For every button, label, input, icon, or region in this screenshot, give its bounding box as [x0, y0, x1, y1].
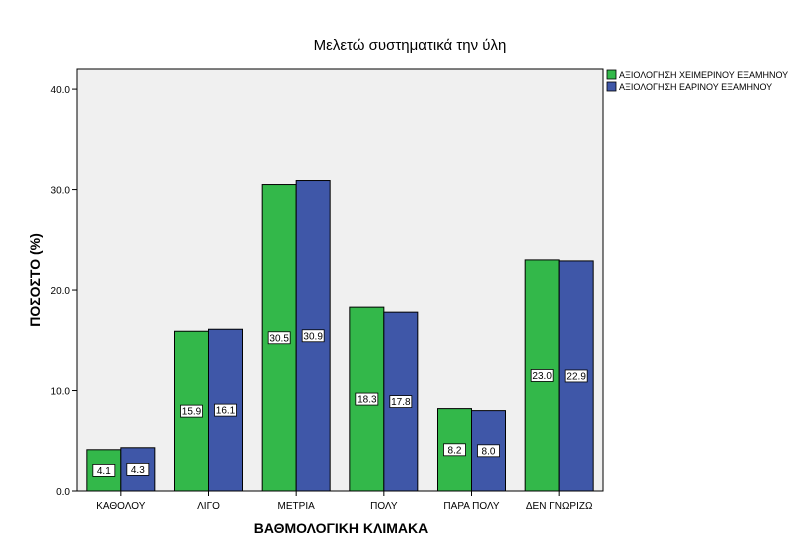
data-label: 4.3: [131, 465, 145, 476]
legend-label: ΑΞΙΟΛΟΓΗΣΗ ΧΕΙΜΕΡΙΝΟΥ ΕΞΑΜΗΝΟΥ: [619, 70, 788, 80]
y-tick-label: 10.0: [51, 387, 71, 398]
data-label: 18.3: [357, 395, 377, 406]
data-labels: 4.1 4.3 15.9 16.1 30.5 30.9 18.3 17.8 8.2 8.0 23.0…: [92, 329, 588, 477]
x-tick-label: ΛΙΓΟ: [197, 501, 220, 512]
y-tick-label: 20.0: [51, 286, 71, 297]
data-label: 8.2: [448, 445, 462, 456]
x-tick-label: ΠΑΡΑ ΠΟΛΥ: [443, 501, 499, 512]
x-tick-label: ΠΟΛΥ: [370, 501, 398, 512]
data-label: 30.9: [303, 331, 323, 342]
data-label-box: [126, 462, 150, 476]
data-label-box: [214, 403, 237, 417]
y-tick-label: 0.0: [56, 487, 70, 498]
chart-title: Μελετώ συστηματικά την ύλη: [314, 37, 507, 54]
data-label-box: [267, 331, 291, 345]
data-label: 30.5: [269, 333, 289, 344]
data-label: 22.9: [566, 371, 586, 382]
legend-swatch: [606, 69, 617, 80]
plot-area: [76, 68, 604, 492]
x-tick-label: ΚΑΘΟΛΟΥ: [96, 501, 145, 512]
data-label: 17.8: [391, 397, 411, 408]
y-tick-label: 40.0: [51, 85, 71, 96]
data-label: 16.1: [216, 406, 236, 417]
x-tick-label: ΔΕΝ ΓΝΩΡΙΖΩ: [526, 501, 593, 512]
data-label: 23.0: [532, 371, 552, 382]
legend: ΑΞΙΟΛΟΓΗΣΗ ΧΕΙΜΕΡΙΝΟΥ ΕΞΑΜΗΝΟΥ ΑΞΙΟΛΟΓΗΣΗ…: [606, 69, 788, 92]
data-label-box: [443, 443, 466, 457]
x-axis-title: ΒΑΘΜΟΛΟΓΙΚΗ ΚΛΙΜΑΚΑ: [254, 520, 429, 536]
data-label-box: [477, 444, 500, 458]
data-label-box: [530, 369, 554, 382]
data-label-box: [564, 369, 588, 383]
data-label-box: [301, 329, 325, 343]
data-label-box: [389, 395, 413, 408]
y-axis: 0.0 10.0 20.0 30.0 40.0: [51, 85, 77, 498]
y-tick-label: 30.0: [51, 186, 71, 197]
data-label-box: [92, 464, 116, 477]
data-label: 8.0: [482, 446, 496, 457]
data-label: 15.9: [182, 407, 202, 418]
y-axis-title: ΠΟΣΟΣΤΟ (%): [27, 233, 43, 327]
x-axis: ΚΑΘΟΛΟΥ ΛΙΓΟ ΜΕΤΡΙΑ ΠΟΛΥ ΠΑΡΑ ΠΟΛΥ ΔΕΝ ΓΝΩΡΙΖ…: [96, 491, 593, 512]
x-tick-label: ΜΕΤΡΙΑ: [278, 501, 316, 512]
data-label: 4.1: [97, 466, 111, 477]
legend-label: ΑΞΙΟΛΟΓΗΣΗ ΕΑΡΙΝΟΥ ΕΞΑΜΗΝΟΥ: [619, 82, 772, 92]
legend-swatch: [606, 81, 617, 92]
data-label-box: [180, 404, 203, 418]
data-label-box: [355, 392, 379, 406]
